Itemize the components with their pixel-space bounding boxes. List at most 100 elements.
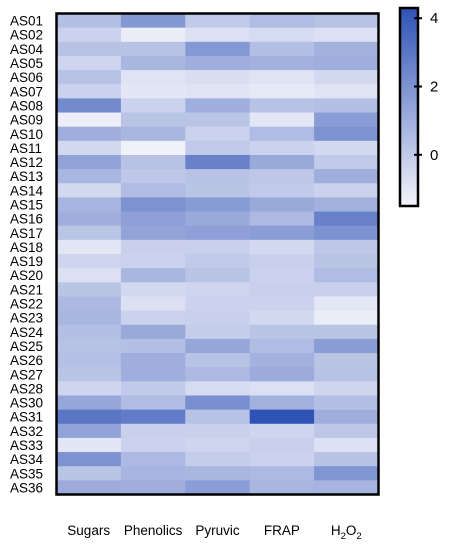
heatmap-cell bbox=[56, 268, 122, 283]
row-label: AS09 bbox=[10, 113, 43, 128]
heatmap-cell bbox=[249, 452, 315, 467]
row-label: AS17 bbox=[10, 226, 43, 241]
row-label: AS10 bbox=[10, 127, 43, 142]
heatmap-cell bbox=[120, 169, 186, 184]
heatmap-cell bbox=[56, 112, 122, 128]
heatmap-cell bbox=[249, 282, 315, 298]
heatmap-cell bbox=[120, 112, 186, 128]
heatmap-cell bbox=[56, 183, 122, 199]
row-label: AS27 bbox=[10, 367, 43, 382]
row-label: AS19 bbox=[10, 254, 43, 269]
heatmap-cell bbox=[185, 324, 251, 340]
heatmap-cell bbox=[185, 41, 251, 57]
heatmap-cell bbox=[314, 353, 380, 368]
row-label: AS21 bbox=[10, 282, 43, 297]
heatmap-cell bbox=[249, 353, 315, 368]
heatmap-cell bbox=[314, 324, 380, 340]
heatmap-cell bbox=[249, 480, 315, 496]
heatmap-cell bbox=[120, 154, 186, 170]
heatmap-cells bbox=[56, 13, 380, 496]
heatmap-cell bbox=[56, 211, 122, 227]
heatmap-cell bbox=[314, 98, 380, 114]
row-label: AS14 bbox=[10, 183, 44, 198]
heatmap-cell bbox=[56, 423, 122, 439]
heatmap-cell bbox=[249, 466, 315, 481]
heatmap-cell bbox=[314, 239, 380, 255]
colorbar-ticks: 0 2 4 bbox=[414, 10, 438, 164]
heatmap-cell bbox=[249, 324, 315, 340]
heatmap-cell bbox=[120, 98, 186, 114]
heatmap-cell bbox=[249, 197, 315, 213]
heatmap-cell bbox=[120, 338, 186, 354]
heatmap-cell bbox=[314, 296, 380, 312]
heatmap-cell bbox=[56, 154, 122, 170]
heatmap-cell bbox=[56, 98, 122, 114]
heatmap-cell bbox=[249, 13, 315, 29]
heatmap-cell bbox=[56, 296, 122, 312]
heatmap-cell bbox=[185, 437, 251, 453]
heatmap-cell bbox=[185, 282, 251, 298]
heatmap-cell bbox=[185, 254, 251, 269]
heatmap-cell bbox=[56, 381, 122, 397]
heatmap-cell bbox=[249, 381, 315, 397]
heatmap-cell bbox=[120, 225, 186, 241]
row-label: AS05 bbox=[10, 56, 43, 71]
heatmap-cell bbox=[249, 140, 315, 156]
row-label: AS01 bbox=[10, 14, 43, 29]
row-label: AS07 bbox=[10, 84, 43, 99]
heatmap-cell bbox=[120, 480, 186, 496]
row-label: AS16 bbox=[10, 212, 43, 227]
heatmap-cell bbox=[56, 338, 122, 354]
row-label: AS18 bbox=[10, 240, 43, 255]
heatmap-cell bbox=[56, 395, 122, 411]
row-label: AS20 bbox=[10, 268, 43, 283]
heatmap-cell bbox=[56, 282, 122, 298]
heatmap-cell bbox=[120, 409, 186, 425]
heatmap-cell bbox=[120, 395, 186, 411]
heatmap-cell bbox=[249, 437, 315, 453]
row-label: AS35 bbox=[10, 466, 43, 481]
heatmap-cell bbox=[56, 437, 122, 453]
column-labels: Sugars Phenolics Pyruvic FRAP H2O2 bbox=[67, 523, 361, 542]
heatmap-cell bbox=[249, 112, 315, 128]
heatmap-cell bbox=[56, 466, 122, 481]
heatmap-cell bbox=[249, 70, 315, 85]
heatmap-cell bbox=[56, 310, 122, 326]
heatmap-cell bbox=[120, 437, 186, 453]
heatmap-cell bbox=[56, 353, 122, 368]
row-label: AS34 bbox=[10, 452, 44, 467]
row-label: AS06 bbox=[10, 70, 43, 85]
heatmap-cell bbox=[314, 197, 380, 213]
row-label: AS22 bbox=[10, 297, 43, 312]
heatmap-cell bbox=[314, 338, 380, 354]
heatmap-cell bbox=[314, 367, 380, 382]
heatmap-cell bbox=[120, 13, 186, 29]
heatmap-cell bbox=[56, 254, 122, 269]
heatmap-cell bbox=[120, 84, 186, 99]
heatmap-cell bbox=[56, 41, 122, 57]
heatmap-cell bbox=[185, 395, 251, 411]
heatmap-cell bbox=[314, 126, 380, 142]
heatmap-cell bbox=[249, 84, 315, 99]
heatmap-cell bbox=[249, 154, 315, 170]
heatmap-cell bbox=[185, 126, 251, 142]
heatmap-cell bbox=[249, 367, 315, 382]
heatmap-cell bbox=[314, 466, 380, 481]
heatmap-cell bbox=[56, 70, 122, 85]
heatmap-cell bbox=[185, 367, 251, 382]
heatmap-cell bbox=[185, 338, 251, 354]
heatmap-cell bbox=[185, 211, 251, 227]
heatmap-cell bbox=[314, 480, 380, 496]
colorbar-tick-label: 0 bbox=[430, 147, 438, 164]
heatmap-cell bbox=[56, 84, 122, 99]
heatmap-cell bbox=[120, 126, 186, 142]
heatmap-cell bbox=[120, 254, 186, 269]
heatmap-cell bbox=[185, 98, 251, 114]
row-label: AS02 bbox=[10, 28, 43, 43]
row-label: AS26 bbox=[10, 353, 43, 368]
heatmap-cell bbox=[120, 140, 186, 156]
heatmap-cell bbox=[185, 239, 251, 255]
heatmap-cell bbox=[314, 211, 380, 227]
row-label: AS11 bbox=[10, 141, 42, 156]
heatmap-cell bbox=[120, 367, 186, 382]
